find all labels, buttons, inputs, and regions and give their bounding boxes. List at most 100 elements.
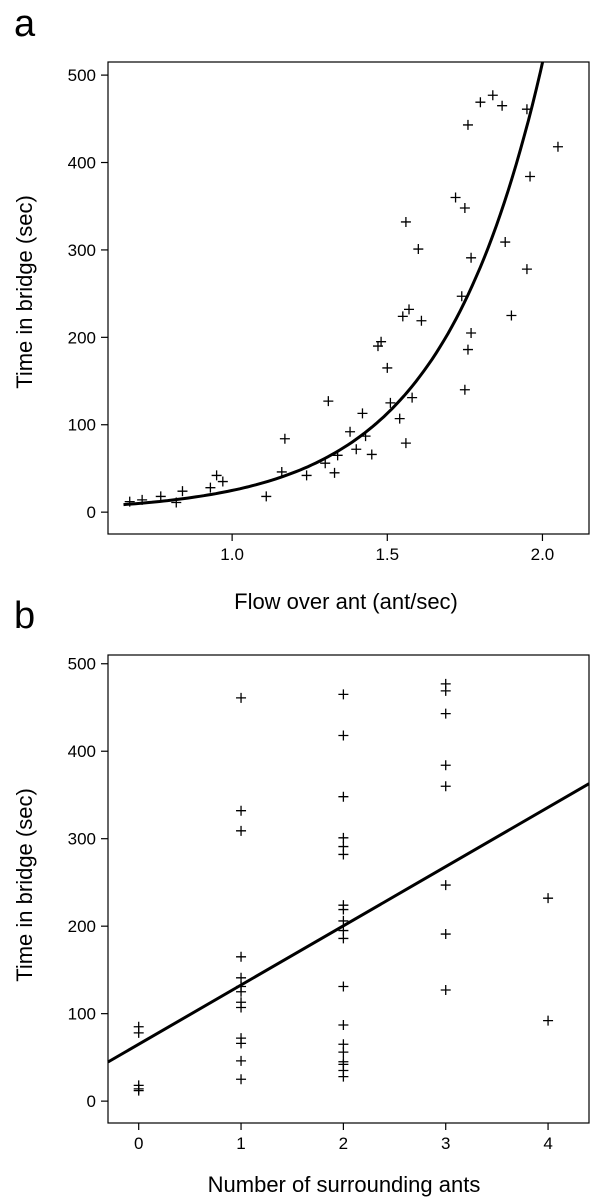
panel-a-y-tick-label: 0 <box>87 503 96 522</box>
panel-a-data-point <box>404 304 415 315</box>
panel-b-data-point <box>440 929 451 940</box>
panel-a-data-point <box>211 470 222 481</box>
panel-a-data-point <box>357 408 368 419</box>
panel-a-data-point <box>382 362 393 373</box>
panel-a-data-point <box>525 171 536 182</box>
panel-b-data-point <box>236 1055 247 1066</box>
panel-b-data-point <box>338 933 349 944</box>
panel-b-data-point <box>338 981 349 992</box>
panel-b-data-point <box>338 849 349 860</box>
panel-a-x-tick-label: 1.5 <box>375 545 399 564</box>
panel-b-data-point <box>236 951 247 962</box>
panel-a-data-point <box>351 444 362 455</box>
panel-b-x-axis-label: Number of surrounding ants <box>208 1172 481 1197</box>
panel-a-data-point <box>276 466 287 477</box>
panel-b-data-point <box>236 1074 247 1085</box>
panel-a-data-point <box>506 310 517 321</box>
panel-b-data-point <box>338 1071 349 1082</box>
panel-b-data-point <box>338 1020 349 1031</box>
panel-b-y-tick-label: 0 <box>87 1092 96 1111</box>
panel-a-data-point <box>462 344 473 355</box>
panel-a-exponential-fit-line <box>123 61 545 507</box>
panel-b-data-point <box>338 1047 349 1058</box>
panel-a-data-point <box>345 426 356 437</box>
panel-a-data-point <box>407 392 418 403</box>
panel-a-data-point <box>329 467 340 478</box>
panel-b-data-point <box>338 904 349 915</box>
panel-a-data-points <box>124 90 563 508</box>
panel-a-plot-frame <box>107 61 590 535</box>
panel-a-data-point <box>487 90 498 101</box>
panel-a-x-tick-label: 1.0 <box>220 545 244 564</box>
panel-a-data-point <box>366 449 377 460</box>
panel-a-x-ticks: 1.0 1.5 2.0 <box>220 534 554 564</box>
panel-a-data-point <box>456 291 467 302</box>
panel-a-data-point <box>466 252 477 263</box>
panel-b-label: b <box>14 595 35 637</box>
panel-b-data-point <box>543 893 554 904</box>
panel-b-data-point <box>236 825 247 836</box>
panel-a-data-point <box>552 141 563 152</box>
panel-a-data-point <box>497 100 508 111</box>
panel-b-data-point <box>440 781 451 792</box>
panel-b-x-tick-label: 3 <box>441 1134 450 1153</box>
panel-a-data-point <box>521 264 532 275</box>
panel-a-data-point <box>323 396 334 407</box>
panel-b-data-point <box>338 730 349 741</box>
panel-b-data-point <box>440 985 451 996</box>
panel-b-data-point <box>440 685 451 696</box>
panel-b-y-tick-label: 200 <box>68 917 96 936</box>
panel-a-data-point <box>500 237 511 248</box>
panel-a-data-point <box>376 336 387 347</box>
panel-b-data-point <box>338 689 349 700</box>
panel-a-y-tick-label: 100 <box>68 416 96 435</box>
panel-a-data-point <box>217 476 228 487</box>
panel-b-plot-frame <box>107 654 590 1124</box>
panel-b-x-tick-label: 2 <box>339 1134 348 1153</box>
panel-b-data-point <box>338 791 349 802</box>
panel-b-y-tick-label: 100 <box>68 1005 96 1024</box>
panel-b-data-point <box>236 1002 247 1013</box>
panel-a-data-point <box>394 413 405 424</box>
panel-a-data-point <box>459 384 470 395</box>
panel-b-x-tick-label: 0 <box>134 1134 143 1153</box>
panel-a-data-point <box>416 315 427 326</box>
panel-b-data-point <box>133 1085 144 1096</box>
panel-a-data-point <box>155 491 166 502</box>
panel-b-data-point <box>440 708 451 719</box>
panel-b-y-tick-label: 500 <box>68 655 96 674</box>
panel-b-data-points <box>133 678 554 1096</box>
panel-a-data-point <box>413 244 424 255</box>
panel-b-x-ticks: 0 1 2 3 4 <box>134 1123 553 1153</box>
panel-a-scatter-plot: a 0 100 200 300 400 500 1.0 1.5 2.0 Time in bri… <box>12 3 590 614</box>
panel-b-y-tick-label: 400 <box>68 742 96 761</box>
panel-a-data-point <box>450 192 461 203</box>
panel-b-x-tick-label: 1 <box>236 1134 245 1153</box>
panel-b-y-ticks: 0 100 200 300 400 500 <box>68 655 108 1111</box>
panel-a-data-point <box>261 491 272 502</box>
panel-a-y-tick-label: 300 <box>68 241 96 260</box>
panel-a-y-tick-label: 400 <box>68 154 96 173</box>
panel-a-label: a <box>14 3 36 45</box>
panel-b-data-point <box>543 1015 554 1026</box>
panel-a-x-axis-label: Flow over ant (ant/sec) <box>234 589 458 614</box>
panel-b-data-point <box>236 972 247 983</box>
panel-a-data-point <box>475 97 486 108</box>
panel-b-linear-fit-line <box>107 782 590 1064</box>
panel-a-y-ticks: 0 100 200 300 400 500 <box>68 66 108 522</box>
panel-a-data-point <box>301 470 312 481</box>
panel-a-data-point <box>400 216 411 227</box>
panel-a-data-point <box>205 482 216 493</box>
panel-a-data-point <box>177 486 188 497</box>
panel-b-data-point <box>440 880 451 891</box>
panel-b-data-point <box>440 760 451 771</box>
panel-a-data-point <box>385 397 396 408</box>
panel-a-y-axis-label: Time in bridge (sec) <box>12 195 37 389</box>
panel-b-data-point <box>236 692 247 703</box>
panel-a-data-point <box>279 433 290 444</box>
panel-b-data-point <box>236 805 247 816</box>
panel-b-y-axis-label: Time in bridge (sec) <box>12 788 37 982</box>
panel-b-data-point <box>236 1038 247 1049</box>
panel-a-data-point <box>459 202 470 213</box>
